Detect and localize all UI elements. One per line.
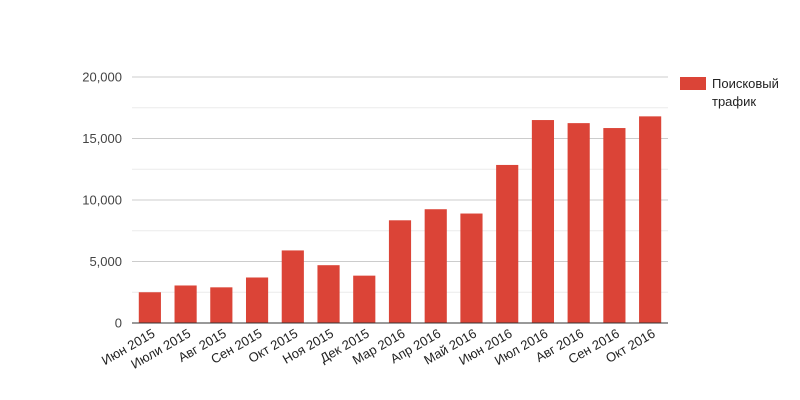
- bar[interactable]: [531, 120, 555, 323]
- y-tick-label: 20,000: [82, 70, 122, 85]
- bar[interactable]: [353, 275, 376, 323]
- bar[interactable]: [245, 277, 269, 323]
- bar[interactable]: [567, 123, 590, 323]
- bar[interactable]: [174, 285, 197, 323]
- legend-swatch: [680, 77, 706, 90]
- bar[interactable]: [388, 220, 412, 323]
- bar[interactable]: [138, 292, 161, 323]
- bar[interactable]: [460, 213, 483, 323]
- bar[interactable]: [639, 116, 662, 323]
- bar[interactable]: [424, 209, 447, 323]
- legend: Поисковый трафик: [680, 76, 783, 109]
- bar[interactable]: [317, 265, 340, 323]
- legend-label-line: Поисковый: [712, 76, 779, 91]
- y-tick-label: 10,000: [82, 193, 122, 208]
- bar[interactable]: [496, 164, 519, 323]
- y-tick-label: 5,000: [89, 254, 122, 269]
- bar[interactable]: [281, 250, 304, 323]
- bars: [138, 116, 662, 323]
- y-tick-label: 15,000: [82, 131, 122, 146]
- y-tick-label: 0: [115, 316, 122, 331]
- legend-label: Поисковый трафик: [712, 76, 783, 109]
- bar[interactable]: [210, 287, 233, 323]
- y-axis-ticks: 0 5,000 10,000 15,000 20,000: [82, 70, 122, 331]
- legend-label-line: трафик: [712, 94, 756, 109]
- bar[interactable]: [603, 128, 626, 323]
